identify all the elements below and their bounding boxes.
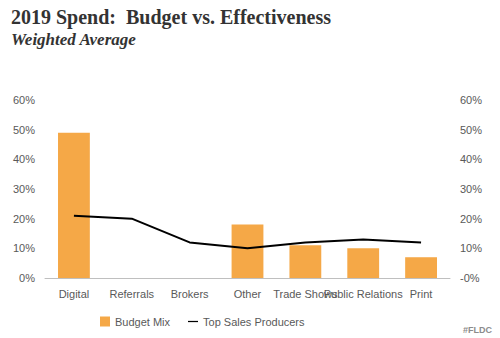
svg-text:20%: 20% xyxy=(13,213,35,225)
svg-text:20%: 20% xyxy=(460,213,482,225)
svg-text:Referrals: Referrals xyxy=(109,288,154,300)
svg-text:Other: Other xyxy=(234,288,262,300)
svg-text:Trade Shows: Trade Shows xyxy=(273,287,338,300)
svg-text:10%: 10% xyxy=(460,242,482,254)
svg-text:30%: 30% xyxy=(13,183,35,195)
svg-text:2019 Spend: Budget vs. Effect: 2019 Spend: Budget vs. Effectiveness xyxy=(11,6,331,29)
svg-text:0%: 0% xyxy=(19,272,35,284)
svg-text:Weighted Average: Weighted Average xyxy=(11,30,136,49)
svg-text:50%: 50% xyxy=(460,124,482,136)
svg-text:#FLDC: #FLDC xyxy=(463,325,493,335)
svg-text:60%: 60% xyxy=(460,94,482,106)
svg-text:40%: 40% xyxy=(13,153,35,165)
svg-text:30%: 30% xyxy=(460,183,482,195)
svg-text:60%: 60% xyxy=(13,94,35,106)
svg-text:40%: 40% xyxy=(460,153,482,165)
svg-text:10%: 10% xyxy=(13,242,35,254)
svg-text:-0%: -0% xyxy=(460,272,480,284)
svg-text:Digital: Digital xyxy=(59,288,90,300)
svg-text:50%: 50% xyxy=(13,124,35,136)
svg-text:Brokers: Brokers xyxy=(171,288,209,300)
svg-text:Budget Mix: Budget Mix xyxy=(115,316,171,328)
svg-text:Public Relations: Public Relations xyxy=(324,288,403,300)
svg-text:Print: Print xyxy=(410,288,433,300)
svg-text:Top Sales Producers: Top Sales Producers xyxy=(203,316,305,328)
